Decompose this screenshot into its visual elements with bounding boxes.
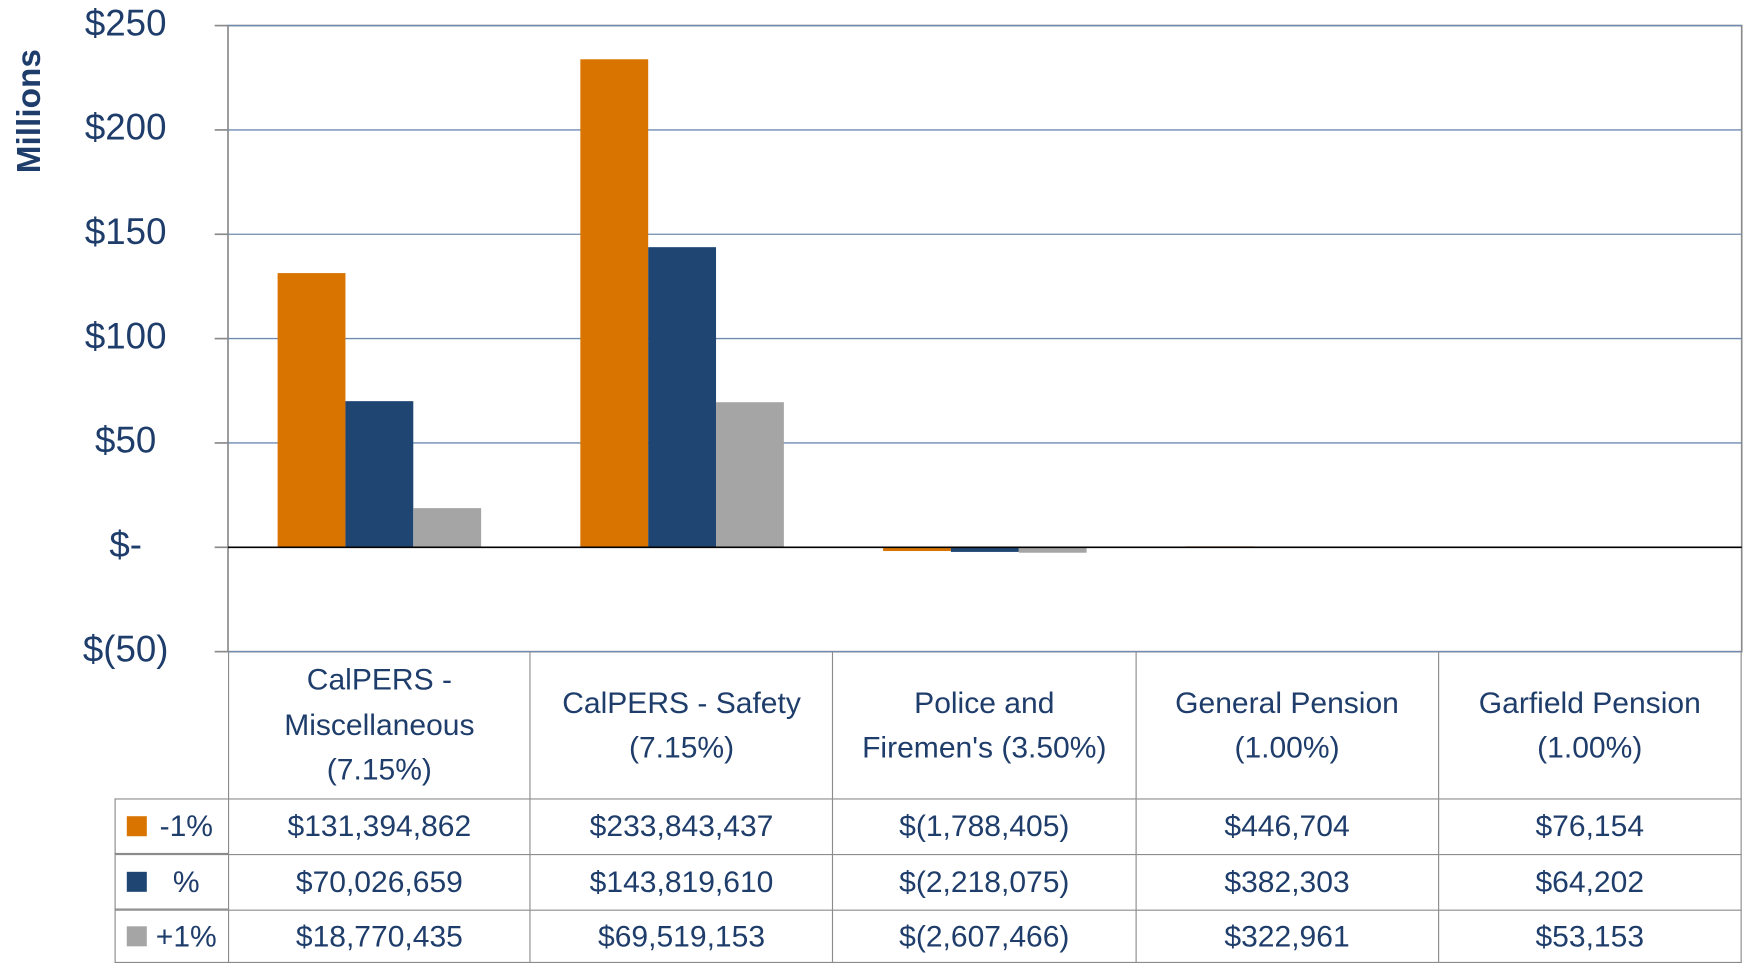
data-label: $(2,218,075) [833,854,1137,910]
data-label: $53,153 [1438,909,1742,963]
bar [883,547,951,552]
x-tick-label: CalPERS - Miscellaneous (7.15%) [228,651,531,799]
data-label: $64,202 [1438,854,1742,910]
data-label: $322,961 [1136,909,1439,963]
legend-entry: +1% [114,909,229,963]
data-label: $(1,788,405) [833,798,1137,855]
x-tick-label: General Pension (1.00%) [1136,651,1439,799]
bar [413,508,482,548]
bar [277,273,346,548]
data-label: $69,519,153 [530,909,834,963]
y-tick-label: $100 [85,315,167,356]
legend-swatch [126,871,147,892]
y-axis-title: Millions [11,49,48,173]
data-label: $446,704 [1136,798,1439,855]
bar [580,59,649,548]
data-label: $233,843,437 [530,798,834,855]
legend-entry: -1% [114,798,229,855]
legend-label: +1% [155,919,217,953]
y-tick-label: $150 [85,211,167,252]
data-label: $143,819,610 [530,854,834,910]
legend-label: -1% [159,809,213,843]
data-label: $(2,607,466) [833,909,1137,963]
bar [1018,547,1087,553]
y-tick-label: $(50) [83,628,169,669]
bar [648,247,717,548]
data-label: $76,154 [1438,798,1742,855]
x-tick-label: Police and Firemen's (3.50%) [833,651,1137,799]
y-tick-label: $200 [85,107,167,148]
data-label: $18,770,435 [228,909,531,963]
legend-entry: % [114,854,229,910]
y-tick-label: $50 [95,420,156,461]
bar [716,402,784,548]
legend-swatch [126,926,147,947]
x-tick-label: CalPERS - Safety (7.15%) [531,651,834,799]
y-tick-label: $- [109,524,142,565]
legend-swatch [126,816,147,837]
data-label: $382,303 [1136,854,1439,910]
bar [345,401,414,548]
data-label: $70,026,659 [228,854,531,910]
data-label: $131,394,862 [228,798,531,855]
y-tick-label: $250 [85,2,167,43]
x-tick-label: Garfield Pension (1.00%) [1439,651,1742,799]
legend-label: % [172,864,200,899]
bar [950,547,1019,552]
